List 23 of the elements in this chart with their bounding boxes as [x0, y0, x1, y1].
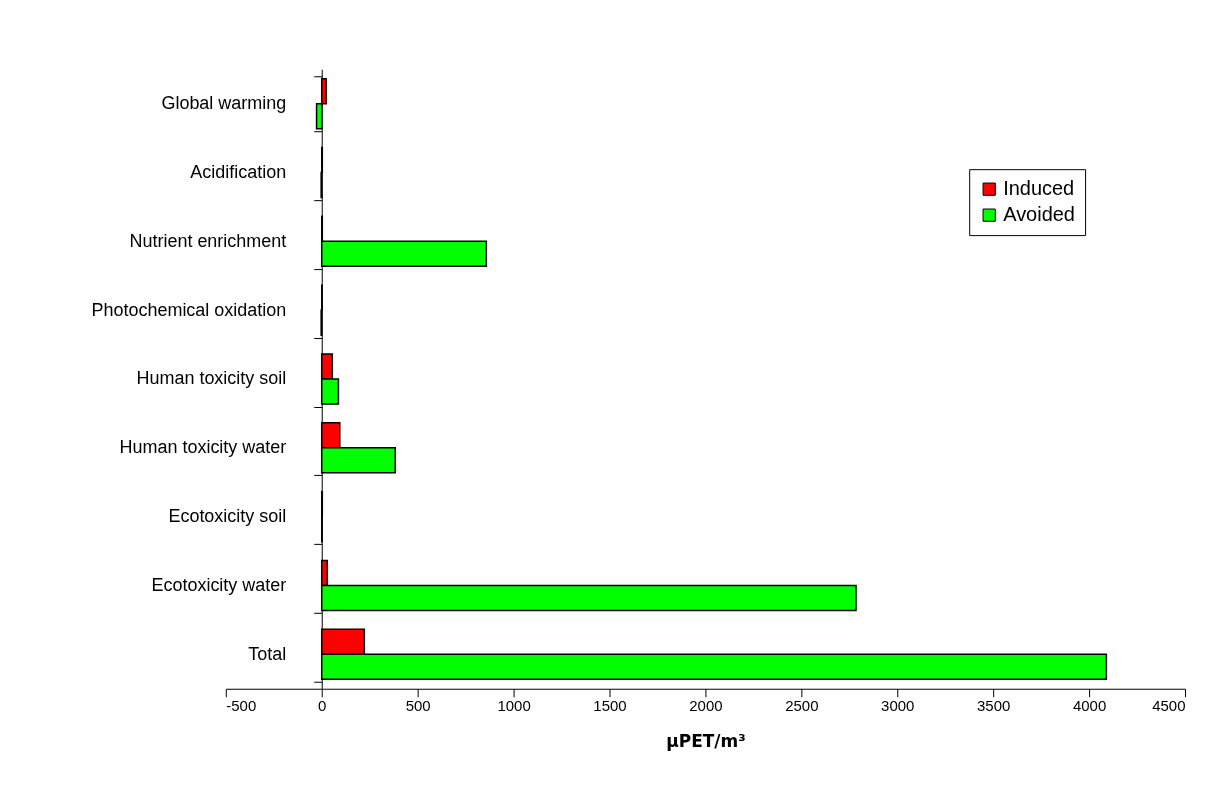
x-tick-label: 3500: [977, 697, 1011, 715]
x-tick-label: -500: [226, 697, 257, 715]
x-tick-label: 4000: [1072, 697, 1107, 715]
x-tick-label: 1500: [593, 697, 627, 715]
y-tick-label: Global warming: [161, 93, 287, 114]
legend-label: Avoided: [1003, 203, 1075, 226]
x-axis-title: µPET/m³: [666, 731, 746, 752]
y-tick-label: Acidification: [190, 162, 287, 182]
x-tick-label: 2000: [689, 697, 723, 715]
x-tick-label: 3000: [881, 697, 915, 715]
x-tick-label: 1000: [497, 697, 531, 715]
y-tick-label: Human toxicity water: [119, 437, 287, 458]
legend-label: Induced: [1003, 177, 1075, 200]
y-tick-label: Ecotoxicity soil: [168, 506, 287, 527]
y-tick-label: Ecotoxicity water: [151, 574, 287, 595]
y-tick-label: Nutrient enrichment: [129, 230, 287, 251]
y-tick-label: Total: [248, 643, 287, 664]
x-tick-label: 4500: [1152, 697, 1186, 715]
x-tick-label: 0: [318, 697, 327, 715]
y-tick-label: Photochemical oxidation: [91, 299, 287, 320]
x-tick-label: 500: [405, 697, 431, 715]
y-tick-label: Human toxicity soil: [136, 368, 287, 389]
x-tick-label: 2500: [785, 697, 819, 715]
